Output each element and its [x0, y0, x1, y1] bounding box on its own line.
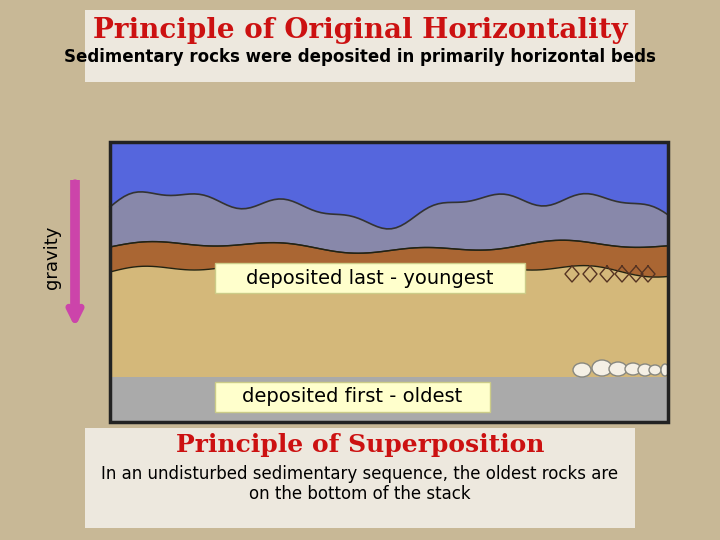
- Text: on the bottom of the stack: on the bottom of the stack: [249, 485, 471, 503]
- Bar: [110, 142, 668, 422]
- Text: Principle of Original Horizontality: Principle of Original Horizontality: [93, 17, 627, 44]
- Bar: [85, 10, 635, 82]
- Ellipse shape: [609, 362, 627, 376]
- Ellipse shape: [649, 365, 661, 375]
- Ellipse shape: [661, 364, 669, 376]
- Text: Sedimentary rocks were deposited in primarily horizontal beds: Sedimentary rocks were deposited in prim…: [64, 48, 656, 66]
- Ellipse shape: [592, 360, 612, 376]
- Text: deposited first - oldest: deposited first - oldest: [243, 388, 463, 407]
- Ellipse shape: [625, 363, 641, 375]
- Text: deposited last - youngest: deposited last - youngest: [246, 268, 494, 287]
- Ellipse shape: [638, 364, 652, 376]
- Text: In an undisturbed sedimentary sequence, the oldest rocks are: In an undisturbed sedimentary sequence, …: [102, 465, 618, 483]
- Bar: [110, 377, 668, 422]
- Ellipse shape: [573, 363, 591, 377]
- FancyBboxPatch shape: [215, 382, 490, 412]
- Text: gravity: gravity: [43, 225, 61, 289]
- Text: Principle of Superposition: Principle of Superposition: [176, 433, 544, 457]
- FancyBboxPatch shape: [215, 263, 525, 293]
- Bar: [85, 428, 635, 528]
